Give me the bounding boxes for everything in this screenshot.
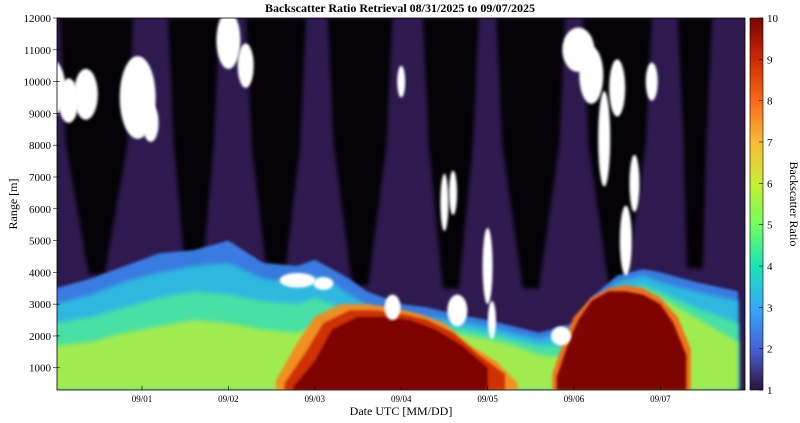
aerosol-region (556, 291, 687, 390)
colorbar-label: Backscatter Ratio (787, 162, 800, 247)
colorbar-tick-label: 4 (767, 261, 773, 273)
y-tick-label: 6000 (29, 204, 52, 216)
no-signal-wedge (245, 18, 307, 283)
cloud-patch (629, 154, 640, 212)
cloud-layer (57, 18, 658, 346)
cloud-patch (609, 59, 626, 117)
cloud-patch (142, 103, 159, 142)
y-tick-label: 5000 (29, 236, 52, 248)
cloud-patch (313, 277, 334, 290)
y-tick-label: 7000 (29, 172, 52, 184)
x-tick-label: 09/05 (477, 394, 498, 404)
cloud-patch (440, 173, 449, 232)
x-axis-label: Date UTC [MM/DD] (350, 404, 453, 418)
x-tick-label: 09/03 (305, 394, 326, 404)
colorbar-tick-label: 9 (767, 54, 773, 66)
colorbar-tick-label: 8 (767, 96, 773, 108)
colorbar-tick-label: 6 (767, 178, 773, 190)
y-tick-label: 1000 (29, 363, 52, 375)
chart-title: Backscatter Ratio Retrieval 08/31/2025 t… (265, 1, 535, 15)
y-axis: 1000 2000 3000 4000 5000 6000 7000 8000 9000 1000… (24, 13, 60, 375)
cloud-patch (598, 91, 611, 187)
y-tick-label: 4000 (29, 267, 52, 279)
plot-area (56, 17, 746, 391)
y-tick-label: 3000 (29, 299, 52, 311)
x-tick-label: 09/07 (650, 394, 671, 404)
cloud-patch (216, 18, 241, 69)
cloud-patch (645, 62, 658, 101)
x-tick-label: 09/01 (132, 394, 153, 404)
x-axis: 09/01 09/02 09/03 09/04 09/05 09/06 09/07 (132, 386, 671, 404)
y-tick-label: 11000 (24, 45, 52, 57)
cloud-patch (397, 65, 406, 98)
colorbar-tick-label: 1 (767, 385, 773, 397)
y-tick-label: 12000 (24, 13, 52, 25)
no-signal-wedge (422, 18, 479, 289)
x-tick-label: 09/04 (391, 394, 412, 404)
cloud-patch (487, 300, 496, 340)
x-tick-label: 09/06 (564, 394, 585, 404)
y-axis-label: Range [m] (6, 179, 20, 230)
y-tick-label: 10000 (24, 77, 52, 89)
y-tick-label: 2000 (29, 331, 52, 343)
cloud-patch (579, 46, 604, 104)
cloud-patch (237, 43, 254, 88)
colorbar-tick-label: 7 (767, 137, 773, 149)
y-tick-label: 9000 (29, 108, 52, 120)
x-tick-label: 09/02 (218, 394, 239, 404)
cloud-patch (384, 294, 401, 321)
no-signal-wedge (167, 18, 220, 280)
no-signal-wedge (327, 18, 393, 286)
aerosol-region (293, 316, 488, 390)
colorbar: 1 2 3 4 5 6 7 8 9 10 Backscatter Ratio (749, 13, 800, 397)
no-signal-wedge (677, 18, 713, 269)
colorbar-tick-label: 2 (767, 344, 773, 356)
cloud-patch (73, 68, 98, 120)
cloud-patch (482, 227, 493, 305)
colorbar-ticks: 1 2 3 4 5 6 7 8 9 10 (759, 13, 779, 397)
cloud-patch (447, 294, 468, 327)
colorbar-gradient (749, 17, 764, 391)
cloud-patch (279, 272, 316, 288)
colorbar-tick-label: 10 (767, 13, 779, 25)
cloud-patch (449, 170, 458, 216)
no-signal-wedge (496, 18, 566, 289)
cloud-patch (58, 78, 79, 123)
colorbar-tick-label: 3 (767, 302, 773, 314)
cloud-patch (619, 205, 632, 276)
cloud-patch (551, 326, 572, 346)
y-tick-label: 8000 (29, 140, 52, 152)
colorbar-tick-label: 5 (767, 220, 773, 232)
